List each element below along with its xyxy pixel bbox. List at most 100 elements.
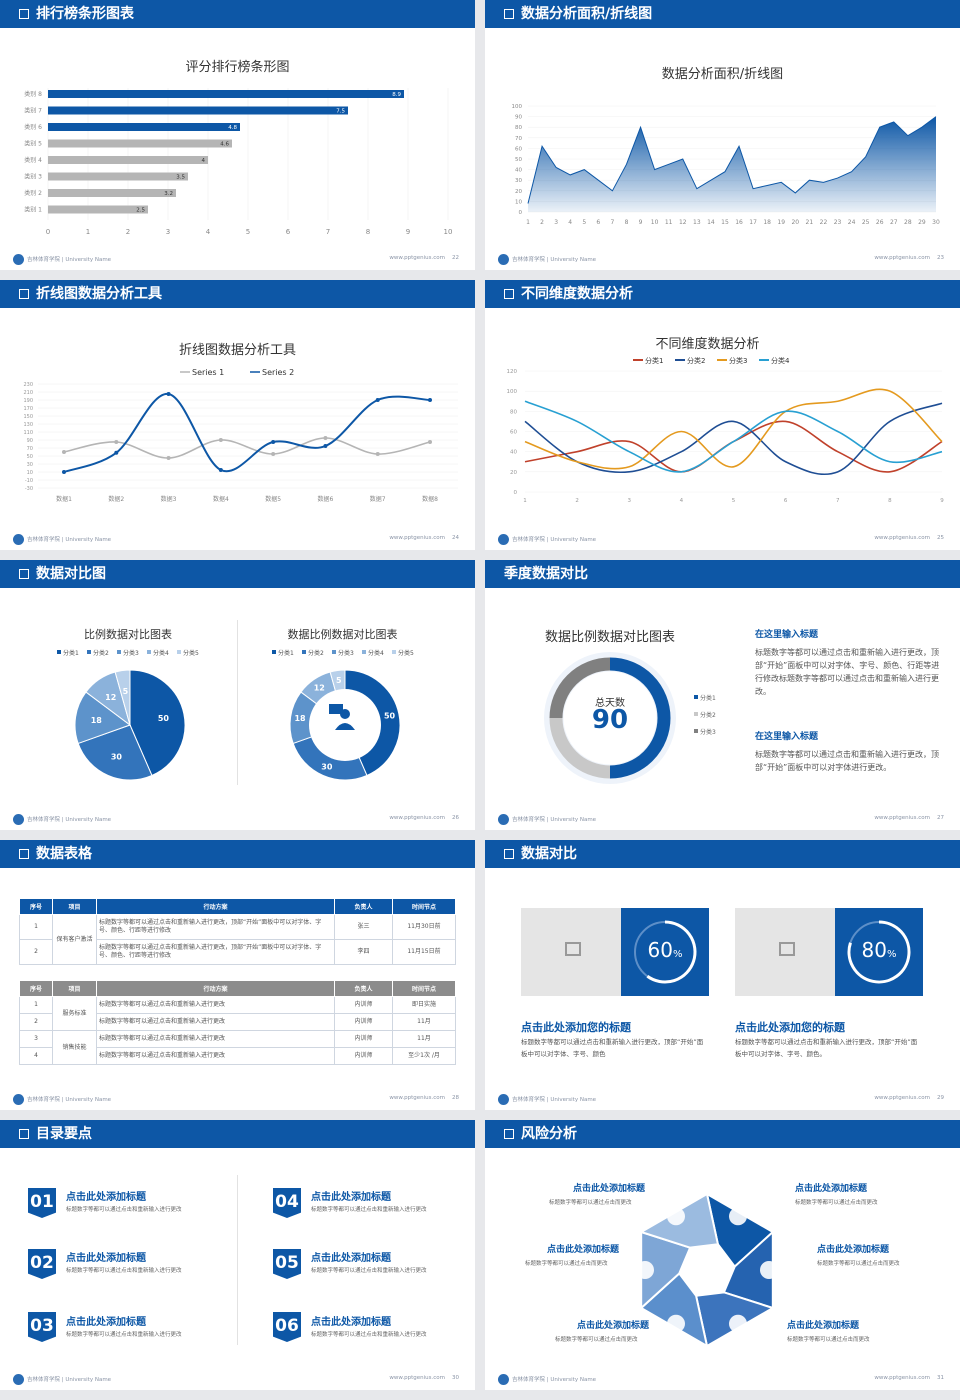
slice-value-label: 18 [91,716,103,725]
x-tick-label: 20 [791,219,799,226]
legend-swatch [147,650,151,654]
donut-inner [563,671,657,765]
data-point [428,440,432,444]
pie-chart-icon [667,1314,685,1333]
slide-title: 季度数据对比 [504,566,588,582]
legend-swatch [694,695,698,699]
risk-title[interactable]: 点击此处添加标题 [817,1245,890,1255]
y-tick-label: 70 [515,136,522,142]
item-title[interactable]: 点击此处添加标题 [66,1253,146,1264]
item-title[interactable]: 点击此处添加标题 [311,1317,391,1328]
university-logo-icon [13,814,24,825]
university-logo-icon [498,254,509,265]
cell: 内训师 [334,1013,393,1031]
y-tick-label: 30 [27,462,33,468]
footer-website: www.pptgenius.com [874,1095,930,1101]
slide-footer: 吉林体育学院 | University Name www.pptgenius.co… [485,1370,960,1390]
x-tick-label: 9 [940,498,944,504]
x-tick-label: 30 [932,219,940,226]
slice-value-label: 5 [336,676,342,685]
group-cell: 保有客户激活 [52,914,97,965]
pie-chart-title: 比例数据对比图表 [84,628,172,641]
slide-toc: 目录要点 01 点击此处添加标题 标题数字等都可以通过点击和重新输入进行更改 0… [0,1120,475,1390]
x-tick-label: 8 [625,219,629,226]
bar [48,156,208,164]
y-tick-label: 50 [27,454,33,460]
x-tick-label: 数据6 [318,495,334,503]
image-placeholder[interactable] [735,908,835,996]
y-tick-label: 60 [515,146,522,152]
section-text-2: 标题数字等都可以通过点击和重新输入进行更改，顶部“开始”面板中可以对字体进行更改… [755,750,939,772]
series-line [524,400,943,473]
item-number: 06 [273,1312,301,1342]
cell: 2 [19,1013,53,1031]
cell: 11月30日前 [392,914,456,940]
cell: 1 [19,996,53,1014]
y-tick-label: 90 [515,115,522,121]
legend-label: 分类3 [700,728,716,736]
bar-value-label: 3.5 [176,175,185,181]
tile-title-2: 点击此处添加您的标题 [735,1021,845,1034]
y-tick-label: 190 [23,398,33,404]
x-tick-label: 数据1 [56,495,72,503]
legend-label: 分类2 [93,649,109,657]
item-text: 标题数字等都可以通过点击和重新输入进行更改 [66,1332,182,1338]
table-row: 1 服务标准 标题数字等都可以通过点击和重新输入进行更改 内训师 即日实施 [19,996,456,1031]
slide-bar-ranking: 排行榜条形图表 评分排行榜条形图 0 1 2 3 4 5 6 7 8 9 10 类别 8 8.9 类别 7… [0,0,475,270]
image-placeholder[interactable] [521,908,621,996]
slide-multi-line: 不同维度数据分析 不同维度数据分析 0 20 40 60 80 100 120 1 2 3 4 5 6 7… [485,280,960,550]
legend-label: 分类4 [368,649,384,657]
y-tick-label: 50 [515,157,522,163]
y-tick-label: 210 [23,390,33,396]
risk-title[interactable]: 点击此处添加标题 [577,1321,650,1331]
y-tick-label: -10 [25,478,33,484]
slide-title: 数据对比图 [36,566,106,582]
risk-title[interactable]: 点击此处添加标题 [573,1184,646,1194]
legend-label: 分类1 [700,694,716,702]
item-title[interactable]: 点击此处添加标题 [66,1192,146,1203]
x-tick-label: 16 [735,219,743,226]
footer-university: 吉林体育学院 | University Name [27,257,112,263]
x-tick-label: 1 [86,228,90,236]
legend-swatch [117,650,121,654]
col-header: 负责人 [334,980,393,997]
cell: 标题数字等都可以通过点击和重新输入进行更改，顶部“开始”面板中可以对字体、字号、… [96,914,335,940]
checkbox-icon [19,9,29,19]
page-number: 29 [937,1095,944,1101]
item-title[interactable]: 点击此处添加标题 [66,1317,146,1328]
legend-label: Series 2 [262,368,294,377]
bar-value-label: 4.6 [220,142,229,148]
checkbox-icon [19,569,29,579]
cell: 内训师 [334,1030,393,1048]
x-tick-label: 5 [246,228,250,236]
bar [48,106,348,115]
pie-slice [129,669,186,777]
footer-university: 吉林体育学院 | University Name [27,817,112,823]
bar [48,90,404,98]
table-row: 1 保有客户激活 标题数字等都可以通过点击和重新输入进行更改，顶部“开始”面板中… [19,914,456,965]
data-point [271,452,276,456]
chart-title: 数据比例数据对比图表 [544,630,675,645]
series-line [63,392,431,473]
divider [237,1175,238,1345]
category-label: 类别 6 [24,123,42,131]
risk-title[interactable]: 点击此处添加标题 [795,1184,868,1194]
divider [237,620,238,785]
bar-value-label: 8.9 [392,92,401,98]
multi-line-chart: 0 20 40 60 80 100 120 1 2 3 4 5 6 7 8 9 分类1 分类2 分类3 分类4 [507,356,945,504]
item-title[interactable]: 点击此处添加标题 [311,1192,391,1203]
data-point [218,438,223,442]
university-logo-icon [498,1094,509,1105]
item-title[interactable]: 点击此处添加标题 [311,1253,391,1264]
footer-university: 吉林体育学院 | University Name [512,1097,597,1103]
cell: 1 [19,914,53,940]
risk-title[interactable]: 点击此处添加标题 [787,1321,860,1331]
bar-value-label: 3.2 [164,191,173,197]
slide-title: 不同维度数据分析 [521,286,633,302]
footer-university: 吉林体育学院 | University Name [27,1097,112,1103]
x-tick-label: 15 [721,219,729,226]
slide-header: 数据对比图 [0,560,475,588]
chart-title: 评分排行榜条形图 [185,60,290,75]
section-heading-1: 在这里输入标题 [755,630,819,640]
risk-title[interactable]: 点击此处添加标题 [547,1245,620,1255]
